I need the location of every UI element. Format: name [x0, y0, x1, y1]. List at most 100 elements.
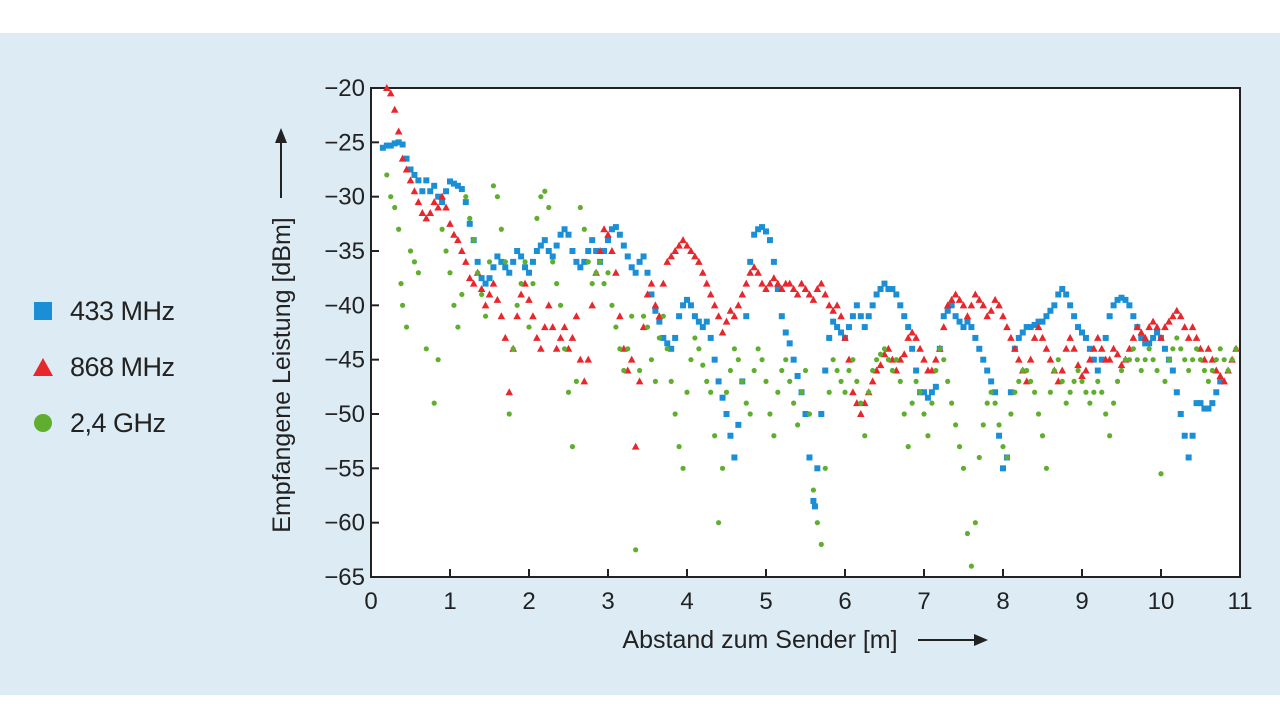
- data-point: [868, 377, 877, 385]
- data-point: [1205, 378, 1211, 384]
- data-point: [854, 378, 860, 384]
- data-point: [960, 465, 967, 471]
- x-tick-label: 1: [443, 588, 456, 615]
- data-point: [1007, 389, 1014, 396]
- data-point: [1186, 367, 1192, 374]
- data-point: [616, 312, 624, 320]
- data-point: [1106, 313, 1113, 320]
- data-point: [802, 411, 809, 417]
- data-point: [423, 177, 430, 184]
- data-point: [691, 252, 699, 260]
- data-point: [580, 377, 589, 385]
- data-point: [1095, 378, 1101, 384]
- data-point: [838, 378, 844, 384]
- legend-item-24: 2,4 GHz: [30, 395, 175, 451]
- data-point: [584, 355, 593, 363]
- data-point: [774, 286, 781, 293]
- data-point: [814, 520, 820, 526]
- data-point: [759, 357, 765, 363]
- data-point: [877, 351, 884, 357]
- data-point: [1035, 318, 1042, 325]
- data-point: [798, 389, 805, 395]
- data-point: [715, 378, 722, 385]
- data-point: [727, 432, 734, 439]
- data-point: [672, 334, 679, 341]
- data-point: [1098, 356, 1105, 363]
- x-axis-title: Abstand zum Sender [m]: [622, 626, 897, 654]
- data-point: [996, 432, 1003, 439]
- data-point: [1122, 357, 1129, 363]
- data-point: [972, 520, 978, 526]
- data-point: [601, 248, 608, 254]
- data-point: [1030, 333, 1039, 341]
- series-0: [379, 139, 1224, 510]
- data-point: [939, 323, 948, 331]
- data-point: [664, 346, 670, 352]
- data-point: [434, 203, 442, 211]
- data-point: [770, 274, 778, 282]
- data-point: [723, 389, 730, 395]
- data-point: [730, 312, 739, 320]
- data-point: [581, 226, 587, 232]
- data-point: [526, 269, 532, 276]
- data-point: [1055, 357, 1061, 363]
- data-point: [1074, 361, 1082, 369]
- data-point: [963, 312, 972, 320]
- y-tick-label: −45: [324, 347, 365, 374]
- data-point: [593, 270, 599, 276]
- data-point: [675, 241, 683, 249]
- x-tick-label: 9: [1075, 588, 1088, 615]
- x-tick-label: 0: [364, 588, 377, 615]
- data-point: [1126, 302, 1133, 309]
- data-point: [589, 281, 595, 287]
- data-point: [1067, 389, 1073, 395]
- data-point: [396, 226, 402, 232]
- data-point: [660, 313, 666, 319]
- data-point: [1032, 389, 1038, 395]
- data-point: [553, 242, 560, 249]
- data-point: [398, 154, 407, 162]
- data-point: [565, 389, 572, 395]
- data-point: [612, 268, 620, 276]
- data-point: [1184, 333, 1193, 341]
- data-point: [1099, 389, 1105, 395]
- data-point: [821, 290, 830, 298]
- data-point: [1209, 400, 1216, 407]
- data-point: [388, 194, 394, 200]
- data-point: [604, 230, 612, 238]
- y-tick-label: −55: [324, 455, 365, 482]
- x-tick-label: 3: [601, 588, 614, 615]
- data-point: [702, 279, 711, 287]
- data-point: [929, 400, 935, 406]
- data-point: [648, 291, 655, 298]
- data-point: [462, 199, 469, 206]
- data-point: [490, 183, 497, 189]
- data-point: [988, 378, 995, 385]
- data-point: [967, 301, 976, 309]
- data-point: [514, 302, 520, 308]
- data-point: [635, 377, 644, 385]
- data-point: [625, 346, 631, 352]
- data-point: [430, 198, 438, 206]
- data-point: [747, 258, 754, 265]
- data-point: [600, 225, 608, 233]
- data-point: [1110, 302, 1117, 309]
- data-point: [818, 411, 825, 417]
- y-tick-label: −20: [324, 75, 365, 102]
- data-point: [743, 313, 750, 320]
- data-point: [783, 357, 789, 363]
- data-point: [1091, 389, 1097, 395]
- circle-marker-icon: [30, 410, 56, 436]
- data-point: [629, 313, 635, 319]
- data-point: [1174, 335, 1180, 341]
- data-point: [565, 231, 572, 238]
- data-point: [514, 248, 521, 254]
- data-point: [704, 378, 710, 384]
- data-point: [916, 344, 924, 352]
- data-point: [533, 333, 541, 341]
- data-point: [1082, 366, 1090, 374]
- data-point: [751, 367, 757, 374]
- data-point: [762, 285, 770, 293]
- data-point: [984, 367, 991, 374]
- data-point: [612, 224, 619, 231]
